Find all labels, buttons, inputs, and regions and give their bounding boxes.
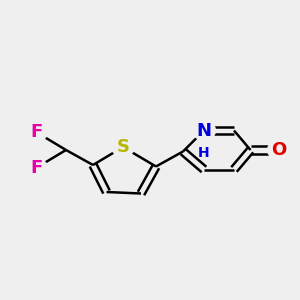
Ellipse shape [112, 137, 134, 157]
Ellipse shape [193, 121, 215, 140]
Text: H: H [198, 146, 210, 160]
Text: F: F [30, 159, 42, 177]
Ellipse shape [25, 158, 47, 178]
Text: N: N [196, 122, 211, 140]
Ellipse shape [25, 122, 47, 142]
Text: O: O [272, 141, 286, 159]
Text: F: F [30, 123, 42, 141]
Text: S: S [116, 138, 130, 156]
Ellipse shape [268, 140, 290, 160]
Ellipse shape [198, 142, 210, 152]
